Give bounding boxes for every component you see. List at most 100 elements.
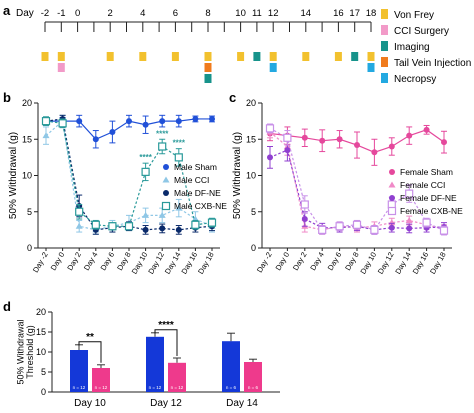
chart-c-point bbox=[441, 139, 447, 146]
chart-c-y-tick-label: 15 bbox=[246, 134, 256, 144]
chart-b-x-tick-label: Day 6 bbox=[99, 251, 117, 272]
timeline-day-label: 16 bbox=[333, 8, 344, 19]
chart-b-y-tick-label: 15 bbox=[22, 134, 32, 144]
chart-c-point bbox=[318, 225, 327, 234]
chart-b-series-line bbox=[45, 120, 213, 227]
chart-c-legend-marker bbox=[389, 195, 395, 201]
chart-b-point bbox=[209, 115, 215, 122]
chart-c-legend-marker bbox=[389, 169, 395, 175]
chart-c-point bbox=[319, 137, 326, 144]
timeline-event-von_frey bbox=[269, 52, 277, 61]
chart-b-point bbox=[158, 142, 167, 151]
timeline-event-necropsy bbox=[367, 63, 375, 72]
chart-c-point bbox=[284, 147, 291, 154]
chart-b-point bbox=[158, 211, 166, 218]
chart-d-y-tick-label: 15 bbox=[36, 327, 46, 337]
chart-c-point bbox=[371, 149, 378, 156]
timeline-event-necropsy bbox=[269, 63, 277, 72]
timeline-event-von_frey bbox=[171, 52, 179, 61]
chart-b-point bbox=[191, 220, 200, 229]
timeline-event-von_frey bbox=[334, 52, 342, 61]
chart-b-legend-label: Male CCI bbox=[174, 175, 209, 185]
panel-b-letter: b bbox=[3, 90, 11, 105]
chart-d-n-label: n = 12 bbox=[73, 385, 86, 390]
chart-b-series-0 bbox=[43, 114, 215, 149]
chart-b-point bbox=[42, 132, 50, 139]
timeline-axis-label: Day bbox=[16, 8, 34, 19]
timeline-event-cci_surgery bbox=[57, 63, 65, 72]
timeline-day-label: -1 bbox=[57, 8, 65, 19]
chart-d-bar bbox=[146, 336, 164, 392]
chart-d-y-tick-label: 5 bbox=[41, 367, 46, 377]
timeline-day-label: 17 bbox=[349, 8, 360, 19]
chart-b-point bbox=[142, 226, 149, 233]
chart-b-point bbox=[92, 136, 99, 143]
chart-b-legend-label: Male DF-NE bbox=[174, 188, 221, 198]
chart-d-y-tick-label: 0 bbox=[41, 387, 46, 397]
chart-b-point bbox=[76, 118, 83, 125]
chart-c-point bbox=[352, 220, 362, 229]
chart-c-point bbox=[388, 224, 395, 231]
timeline-event-von_frey bbox=[302, 52, 310, 61]
chart-b-x-tick-label: Day 2 bbox=[65, 251, 83, 272]
chart-b-point bbox=[175, 226, 182, 233]
legend-label-cci_surgery: CCI Surgery bbox=[394, 26, 449, 37]
chart-b-legend-label: Male Sham bbox=[174, 162, 217, 172]
timeline-day-label: 2 bbox=[108, 8, 113, 19]
chart-c-legend-marker bbox=[388, 181, 396, 188]
chart-d-n-label: n = 12 bbox=[95, 385, 108, 390]
chart-c-point bbox=[406, 225, 413, 232]
chart-c-point bbox=[406, 132, 413, 139]
panel-a-letter: a bbox=[3, 3, 11, 18]
chart-c-point bbox=[336, 136, 343, 143]
chart-b-x-tick-label: Day -2 bbox=[31, 251, 50, 275]
chart-b-point bbox=[175, 204, 183, 211]
legend-label-necropsy: Necropsy bbox=[394, 74, 436, 85]
chart-b-legend-marker bbox=[163, 164, 169, 170]
legend-label-tail_vein: Tail Vein Injection bbox=[394, 58, 471, 69]
timeline-day-label: 10 bbox=[235, 8, 246, 19]
chart-b-y-tick-label: 10 bbox=[22, 171, 32, 181]
timeline-day-label: 4 bbox=[140, 8, 145, 19]
chart-b-y-tick-label: 20 bbox=[22, 98, 32, 108]
chart-c-point bbox=[422, 218, 431, 227]
timeline-day-label: 0 bbox=[75, 8, 80, 19]
legend-swatch-cci_surgery bbox=[381, 25, 388, 35]
chart-d-bar bbox=[168, 362, 186, 392]
chart-b-significance-label: **** bbox=[156, 129, 169, 138]
chart-c-x-tick-label: Day 0 bbox=[274, 251, 292, 272]
chart-c-point bbox=[388, 143, 395, 150]
chart-b-point bbox=[141, 167, 150, 176]
chart-d-significance-label: **** bbox=[158, 320, 174, 331]
chart-d-y-tick-label: 10 bbox=[36, 347, 46, 357]
timeline-event-von_frey bbox=[106, 52, 114, 61]
chart-c-x-tick-label: Day 2 bbox=[291, 251, 309, 272]
chart-c-point bbox=[335, 222, 344, 231]
timeline-day-label: 11 bbox=[252, 8, 262, 19]
chart-d-significance-bracket bbox=[154, 329, 178, 356]
panel-c-letter: c bbox=[229, 90, 236, 105]
timeline-day-label: 6 bbox=[173, 8, 178, 19]
legend-swatch-necropsy bbox=[381, 73, 388, 83]
chart-d-n-label: n = 6 bbox=[248, 385, 259, 390]
chart-b-point bbox=[108, 222, 117, 231]
chart-b-legend-marker bbox=[161, 201, 171, 211]
chart-b-point bbox=[75, 207, 84, 216]
chart-d-n-label: n = 6 bbox=[226, 385, 237, 390]
chart-b-point bbox=[126, 118, 132, 125]
chart-b-significance-label: **** bbox=[139, 153, 152, 162]
legend-swatch-von_frey bbox=[381, 9, 388, 19]
chart-c-series-line bbox=[269, 149, 445, 231]
chart-b-significance-label: **** bbox=[173, 139, 186, 148]
chart-c-x-tick-label: Day 6 bbox=[326, 251, 344, 272]
chart-d-significance-bracket bbox=[78, 341, 102, 363]
timeline-event-von_frey bbox=[237, 52, 245, 61]
chart-c-point bbox=[439, 226, 449, 235]
timeline-event-imaging bbox=[351, 52, 359, 61]
chart-b-series-3 bbox=[41, 116, 217, 231]
chart-c-y-tick-label: 0 bbox=[251, 243, 256, 253]
timeline-day-label: -2 bbox=[41, 8, 49, 19]
timeline-event-tail_vein bbox=[204, 63, 212, 72]
